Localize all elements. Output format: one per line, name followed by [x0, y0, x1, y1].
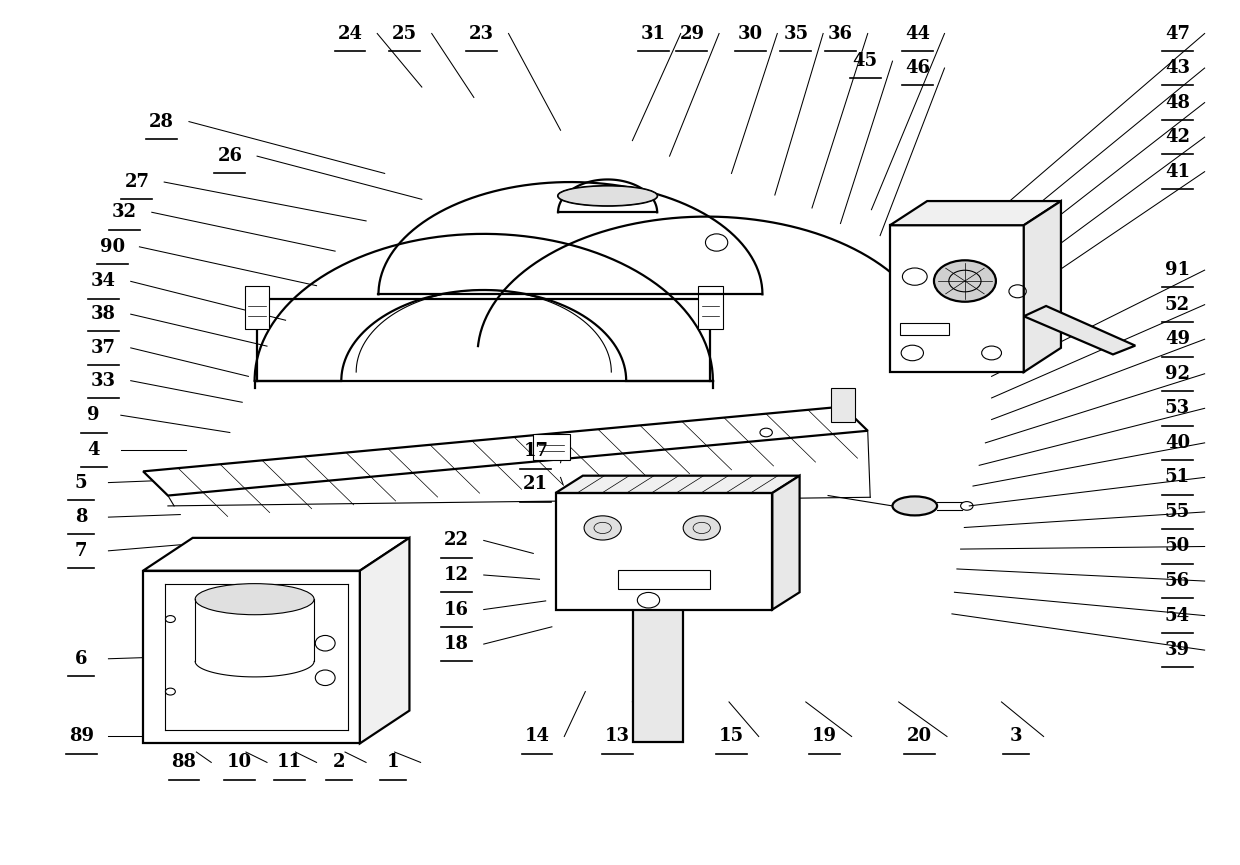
Polygon shape	[890, 201, 1061, 225]
Text: 43: 43	[1164, 59, 1190, 77]
Text: 42: 42	[1164, 128, 1190, 146]
Ellipse shape	[893, 497, 937, 516]
Text: 1: 1	[387, 753, 399, 772]
Text: 27: 27	[124, 173, 150, 191]
Text: 92: 92	[1164, 365, 1190, 383]
Text: 34: 34	[91, 272, 117, 291]
Text: 25: 25	[392, 24, 417, 42]
Text: 30: 30	[738, 24, 763, 42]
Text: 40: 40	[1164, 434, 1190, 452]
Text: 9: 9	[87, 407, 100, 424]
Text: 54: 54	[1164, 606, 1190, 625]
Text: 51: 51	[1164, 469, 1190, 486]
Bar	[900, 324, 950, 336]
Bar	[698, 285, 723, 329]
Polygon shape	[1024, 201, 1061, 372]
Bar	[556, 493, 773, 610]
Text: 15: 15	[719, 727, 744, 746]
Text: 50: 50	[1164, 537, 1190, 555]
Text: 6: 6	[74, 650, 88, 668]
Polygon shape	[773, 476, 800, 610]
Text: 8: 8	[74, 508, 88, 526]
Text: 20: 20	[908, 727, 932, 746]
Bar	[632, 601, 682, 741]
Text: 5: 5	[74, 474, 88, 491]
Text: 91: 91	[1164, 261, 1190, 279]
Text: 32: 32	[112, 203, 138, 221]
Text: 55: 55	[1164, 503, 1190, 521]
Polygon shape	[143, 407, 868, 496]
Text: 26: 26	[217, 147, 242, 165]
Text: 44: 44	[905, 24, 930, 42]
Text: 13: 13	[605, 727, 630, 746]
Text: 3: 3	[1011, 727, 1023, 746]
Text: 39: 39	[1164, 641, 1190, 659]
Text: 46: 46	[905, 59, 930, 77]
Text: 41: 41	[1164, 163, 1190, 181]
Bar	[533, 434, 570, 460]
Polygon shape	[556, 476, 800, 493]
Text: 23: 23	[469, 24, 494, 42]
Text: 10: 10	[227, 753, 252, 772]
Bar	[831, 388, 856, 422]
Text: 29: 29	[680, 24, 704, 42]
Ellipse shape	[195, 584, 314, 615]
Text: 52: 52	[1164, 296, 1190, 314]
Text: 18: 18	[444, 635, 469, 653]
Text: 89: 89	[68, 727, 94, 746]
Ellipse shape	[558, 186, 657, 206]
Text: 2: 2	[332, 753, 345, 772]
Text: 22: 22	[444, 531, 469, 549]
Bar	[618, 569, 711, 588]
Text: 56: 56	[1164, 572, 1190, 590]
Text: 35: 35	[784, 24, 808, 42]
Bar	[244, 285, 269, 329]
Bar	[143, 571, 360, 743]
Text: 49: 49	[1164, 330, 1190, 349]
Text: 17: 17	[523, 443, 548, 460]
Text: 48: 48	[1164, 93, 1190, 112]
Text: 19: 19	[812, 727, 837, 746]
Polygon shape	[1024, 306, 1136, 355]
Text: 24: 24	[337, 24, 362, 42]
Text: 90: 90	[99, 238, 125, 256]
Polygon shape	[360, 538, 409, 743]
Text: 53: 53	[1164, 400, 1190, 417]
Text: 28: 28	[149, 112, 174, 131]
Bar	[890, 225, 1024, 372]
Text: 37: 37	[91, 339, 117, 357]
Text: 36: 36	[828, 24, 853, 42]
Ellipse shape	[934, 260, 996, 302]
Text: 38: 38	[91, 305, 117, 324]
Text: 7: 7	[74, 541, 88, 560]
Text: 88: 88	[171, 753, 196, 772]
Text: 33: 33	[91, 372, 117, 390]
Text: 12: 12	[444, 566, 469, 584]
Text: 31: 31	[641, 24, 666, 42]
Text: 45: 45	[853, 52, 878, 70]
Text: 14: 14	[525, 727, 549, 746]
Ellipse shape	[584, 516, 621, 540]
Text: 16: 16	[444, 600, 469, 618]
Text: 21: 21	[523, 475, 548, 493]
Ellipse shape	[558, 186, 657, 206]
Ellipse shape	[683, 516, 720, 540]
Text: 11: 11	[277, 753, 301, 772]
Text: 4: 4	[87, 441, 100, 458]
Polygon shape	[143, 538, 409, 571]
Text: 47: 47	[1164, 24, 1190, 42]
